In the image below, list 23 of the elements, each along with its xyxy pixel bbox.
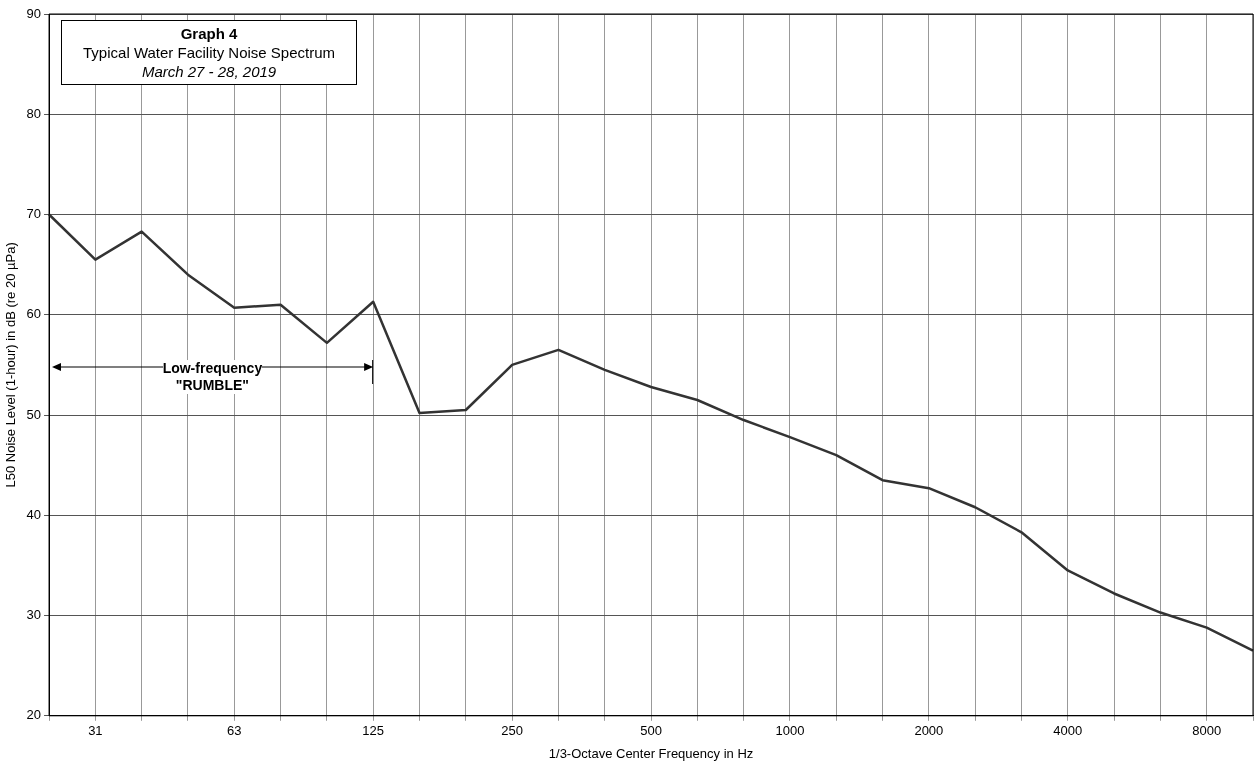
y-tick-label: 40 [26, 506, 42, 522]
annotation: March 27 - 28, 2019 [140, 62, 278, 81]
x-tick-label: 500 [640, 723, 662, 739]
x-tick-label: 31 [88, 723, 103, 739]
x-tick-label: 63 [227, 723, 242, 739]
y-tick-label: 80 [26, 105, 42, 121]
x-tick-label: 1000 [775, 723, 805, 739]
y-tick-label: 90 [26, 5, 42, 21]
x-tick-label: 8000 [1192, 723, 1222, 739]
text: Graph 4 [179, 24, 239, 43]
x-tick-label: 4000 [1053, 723, 1083, 739]
y-tick-label: 60 [26, 306, 42, 322]
x-tick-label: 250 [501, 723, 523, 739]
text: Typical Water Facility Noise Spectrum [82, 43, 337, 62]
x-tick-label: 125 [362, 723, 385, 739]
y-tick-label: 30 [26, 607, 42, 623]
y-axis-title: L50 Noise Level (1-hour) in dB (re 20 µPa) [3, 242, 19, 488]
x-axis-title: 1/3-Octave Center Frequency in Hz [548, 745, 754, 761]
x-tick-label: 2000 [914, 723, 944, 739]
y-tick-label: 70 [26, 206, 42, 222]
y-tick-label: 50 [26, 406, 42, 422]
y-tick-label: 20 [26, 707, 42, 723]
annotation: Low-frequency "RUMBLE" [162, 359, 263, 394]
